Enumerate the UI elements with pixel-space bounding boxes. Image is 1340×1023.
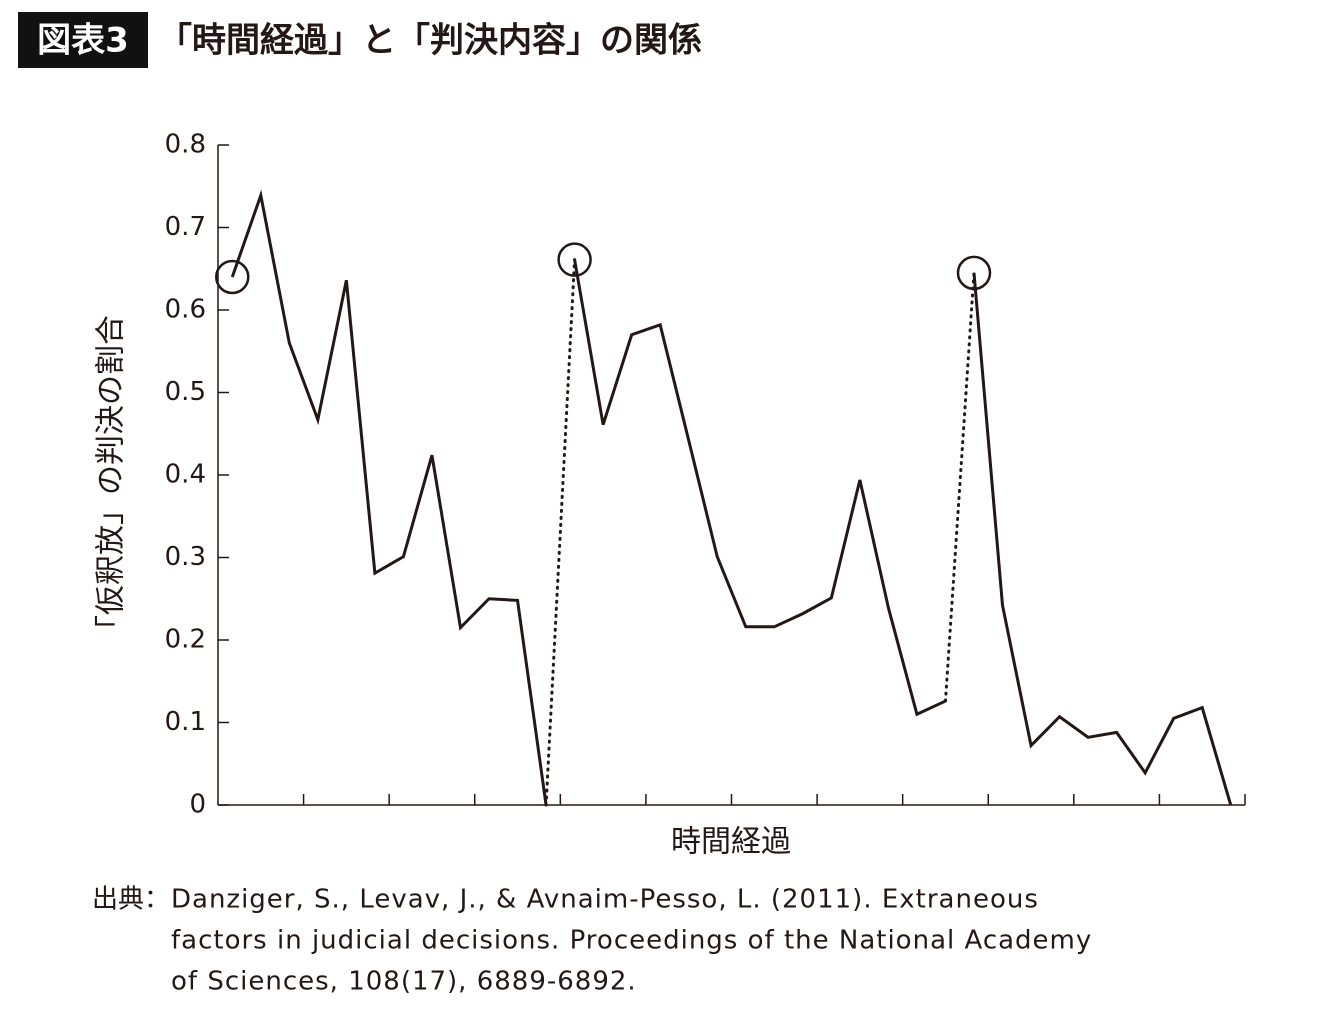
badge-box [18,12,148,68]
source-line: of Sciences, 108(17), 6889-6892. [171,967,637,997]
session-start-marker [215,259,250,295]
x-axis-title: 時間経過 [671,825,791,860]
y-tick-label: 0 [189,790,206,820]
source-line: factors in judicial decisions. Proceedin… [171,926,1092,956]
chart-title: 「時間経過」と「判決内容」の関係 [158,21,702,61]
source-label: 出典： [92,885,170,915]
y-tick-label: 0.4 [165,460,206,490]
line-series [972,272,1233,806]
y-tick-label: 0.8 [165,130,206,160]
line-series [573,259,947,717]
session-connector [544,258,577,807]
source-line: Danziger, S., Levav, J., & Avnaim-Pesso,… [171,885,1039,915]
y-tick-label: 0.7 [165,212,206,242]
y-tick-label: 0.1 [165,707,206,737]
y-axis-title: 「仮釈放」の判決の割合 [94,315,129,645]
y-tick-label: 0.3 [165,542,206,572]
y-tick-label: 0.5 [165,377,206,407]
y-tick-label: 0.2 [165,625,206,655]
session-connector [943,271,976,703]
y-tick-label: 0.6 [165,295,206,325]
session-start-marker [557,242,592,277]
badge: 図表3 [37,21,129,61]
session-start-marker [956,255,992,291]
line-series [230,189,548,806]
